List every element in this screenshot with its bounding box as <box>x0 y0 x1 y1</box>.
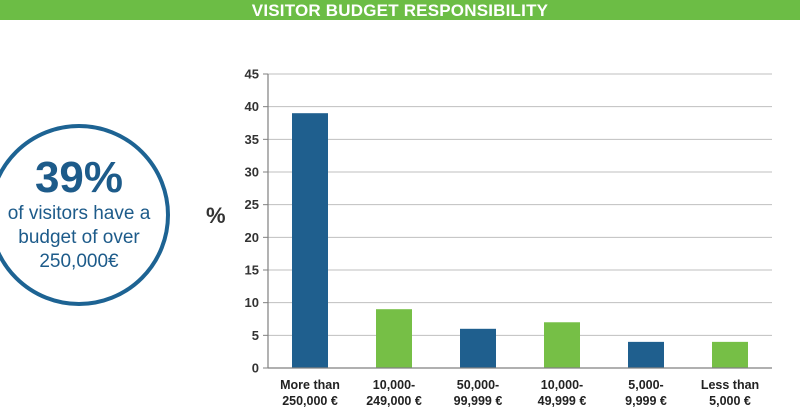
y-tick-label: 35 <box>245 132 259 147</box>
chart-title-banner: VISITOR BUDGET RESPONSIBILITY <box>0 0 800 20</box>
callout-line-2: budget of over <box>18 227 140 248</box>
callout-line-1: of visitors have a <box>7 203 151 224</box>
x-tick-label: 5,000- <box>628 378 663 392</box>
x-tick-labels: More than 250,000 € 10,000- 249,000 € 50,000… <box>280 378 759 408</box>
bar <box>544 322 580 368</box>
y-tick-label: 40 <box>245 99 259 114</box>
x-tick-label: 49,999 € <box>538 394 587 408</box>
callout-circle: 39% of visitors have a budget of over 25… <box>0 124 170 306</box>
callout-line-3: 250,000€ <box>39 251 119 272</box>
x-tick-label: 5,000 € <box>709 394 751 408</box>
y-tick-label: 10 <box>245 295 259 310</box>
x-tick-label: 10,000- <box>373 378 415 392</box>
x-tick-label: More than <box>280 378 340 392</box>
bars <box>292 113 748 368</box>
gridlines <box>263 73 772 369</box>
chart-title: VISITOR BUDGET RESPONSIBILITY <box>251 1 549 20</box>
y-tick-label: 30 <box>245 165 259 180</box>
callout-value: 39% <box>34 153 124 202</box>
y-tick-label: 15 <box>245 263 259 278</box>
y-tick-label: 0 <box>252 361 259 376</box>
y-axis-label: % <box>206 203 226 228</box>
y-tick-label: 20 <box>245 230 259 245</box>
y-tick-label: 5 <box>252 328 259 343</box>
y-tick-label: 25 <box>245 197 259 212</box>
y-tick-labels: 0 5 10 15 20 25 30 35 40 45 <box>245 67 259 376</box>
bar <box>292 113 328 368</box>
x-tick-label: 10,000- <box>541 378 583 392</box>
x-tick-label: 50,000- <box>457 378 499 392</box>
bar <box>628 341 664 368</box>
bar <box>712 341 748 368</box>
callout-description: of visitors have a budget of over 250,00… <box>8 202 151 274</box>
x-tick-label: 250,000 € <box>282 394 338 408</box>
bar <box>460 328 496 368</box>
x-tick-label: 9,999 € <box>625 394 667 408</box>
x-tick-label: Less than <box>701 378 759 392</box>
y-tick-label: 45 <box>245 67 259 82</box>
x-tick-label: 249,000 € <box>366 394 422 408</box>
bar <box>376 309 412 368</box>
x-tick-label: 99,999 € <box>454 394 503 408</box>
